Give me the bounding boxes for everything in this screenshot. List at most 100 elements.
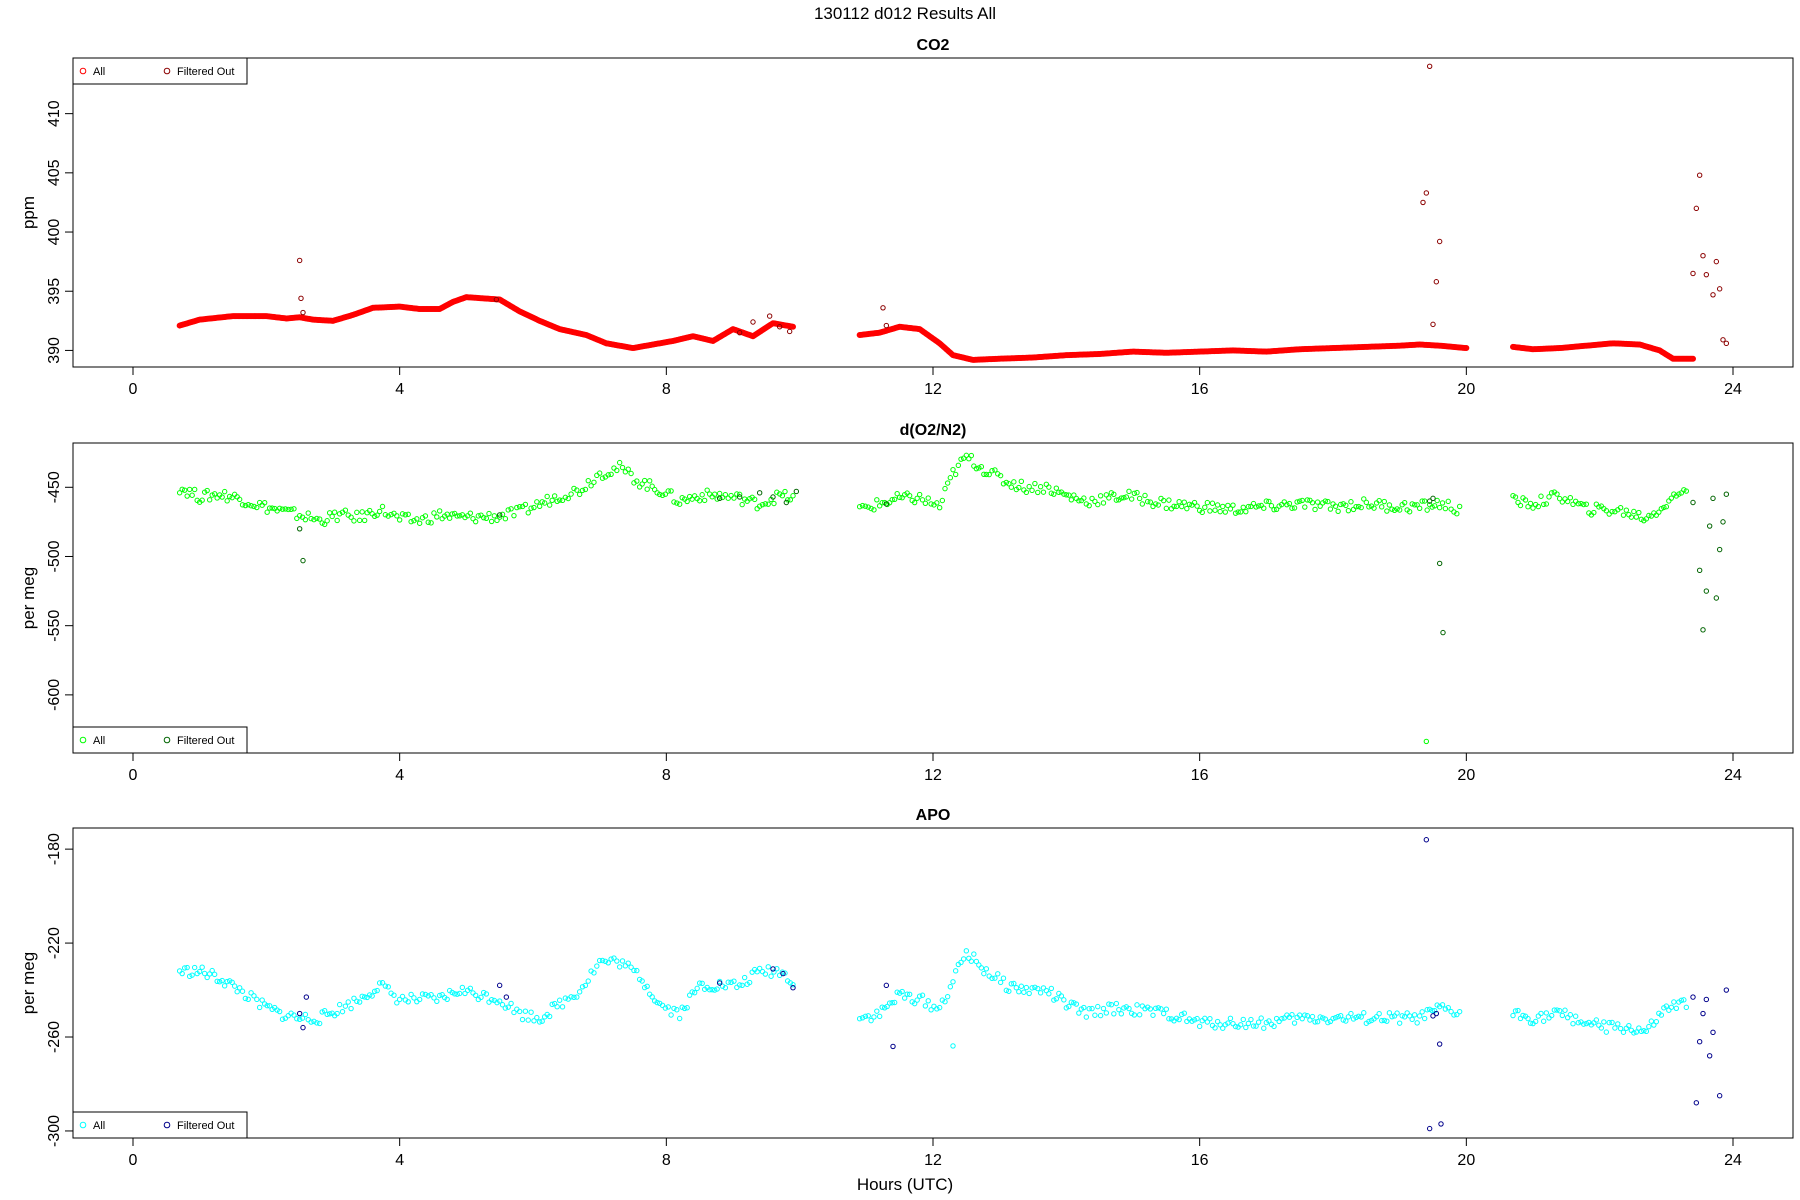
data-point-all (1615, 1021, 1621, 1027)
data-point-all (1013, 985, 1020, 991)
x-tick-label: 12 (924, 767, 942, 784)
data-point-all (565, 495, 571, 502)
data-point-all (625, 960, 631, 966)
data-point-all (681, 1005, 688, 1012)
data-point-all (414, 516, 420, 522)
data-point-all (269, 505, 275, 511)
data-point-all (862, 503, 869, 509)
data-point-all (528, 1009, 534, 1015)
data-point-all (950, 466, 956, 473)
data-point-all (654, 999, 660, 1006)
data-point-all (334, 1010, 340, 1017)
data-point-all (674, 500, 680, 506)
data-point-all (214, 978, 220, 984)
data-point-all (189, 972, 195, 978)
data-point-all (446, 515, 453, 521)
data-point-all (771, 969, 777, 975)
data-point-all (186, 486, 193, 493)
data-point-all (591, 970, 597, 976)
data-point-all (1335, 508, 1341, 514)
data-point-all (1097, 493, 1104, 499)
data-point-all (1092, 498, 1098, 505)
data-point-all (1116, 1006, 1122, 1013)
data-point-all (396, 517, 403, 523)
data-point-all (1609, 1019, 1615, 1026)
x-tick-label: 8 (662, 1152, 671, 1169)
data-point-all (1108, 1002, 1115, 1008)
data-point-all (428, 992, 434, 998)
data-point-all (1166, 497, 1172, 503)
data-point-all (1419, 498, 1425, 504)
data-point-all (459, 984, 466, 991)
data-point-all (416, 996, 423, 1003)
data-point-all (285, 506, 291, 513)
data-point-all (1092, 1012, 1098, 1018)
data-point-all (756, 503, 763, 509)
data-point-all (782, 488, 788, 495)
data-point-filtered (1440, 629, 1446, 636)
data-point-all (1217, 1022, 1223, 1028)
data-point-all (285, 1013, 291, 1019)
data-point-all (691, 493, 698, 499)
data-point-all (971, 951, 977, 957)
data-point-all (865, 1013, 871, 1019)
data-point-all (216, 979, 223, 985)
data-point-all (1442, 1006, 1449, 1012)
data-point-all (594, 963, 600, 969)
data-point-all (1551, 1007, 1558, 1013)
data-point-all (671, 499, 677, 505)
data-point-all (876, 1013, 883, 1020)
data-point-all (229, 979, 235, 986)
chart-panel: d(O2/N2) 0 4 8 12 16 20 24 -600 -550 -500 -450 per m… (19, 422, 1794, 784)
data-points (176, 452, 1730, 745)
data-point-all (1018, 983, 1025, 989)
data-point-filtered (736, 329, 743, 336)
data-point-all (1040, 489, 1047, 495)
data-point-filtered (883, 501, 890, 507)
legend-marker (163, 1121, 171, 1129)
data-point-all (1535, 503, 1542, 510)
data-point-all (922, 1003, 929, 1009)
data-point-all (408, 991, 414, 998)
data-point-all (1414, 1020, 1420, 1026)
data-point-all (950, 979, 956, 985)
data-point-all (296, 512, 303, 519)
data-point-all (1296, 1012, 1303, 1018)
data-point-all (706, 987, 713, 993)
data-point-all (641, 477, 648, 484)
data-point-all (1325, 1019, 1331, 1026)
data-point-filtered (790, 984, 796, 991)
data-point-all (739, 982, 745, 989)
plot-frame (72, 827, 1794, 1139)
data-point-all (639, 978, 645, 984)
data-point-all (574, 994, 580, 1000)
data-point-all (256, 499, 263, 506)
legend-label: All (93, 1120, 105, 1132)
data-point-all (491, 513, 498, 519)
data-point-all (302, 516, 309, 523)
data-point-all (1538, 493, 1544, 499)
data-point-all (568, 994, 574, 1000)
data-point-all (1273, 506, 1280, 512)
data-point-all (997, 979, 1004, 986)
data-points (176, 63, 1730, 363)
data-point-all (862, 1013, 869, 1020)
data-point-all (1522, 497, 1529, 503)
data-point-all (952, 471, 959, 478)
data-point-all (1261, 505, 1267, 511)
data-point-all (1593, 501, 1600, 507)
data-point-all (950, 1043, 956, 1049)
data-point-all (514, 504, 520, 511)
data-point-all (1601, 1019, 1607, 1025)
data-point-all (1663, 1003, 1670, 1009)
data-point-all (1593, 1017, 1600, 1023)
data-point-all (1284, 501, 1290, 508)
data-point-all (765, 964, 771, 970)
data-point-all (1076, 498, 1082, 504)
data-point-all (1358, 1014, 1364, 1020)
data-point-all (551, 493, 558, 499)
legend-label: Filtered Out (177, 1120, 234, 1132)
data-point-all (483, 515, 490, 521)
data-point-all (787, 497, 794, 503)
data-point-all (749, 969, 755, 975)
